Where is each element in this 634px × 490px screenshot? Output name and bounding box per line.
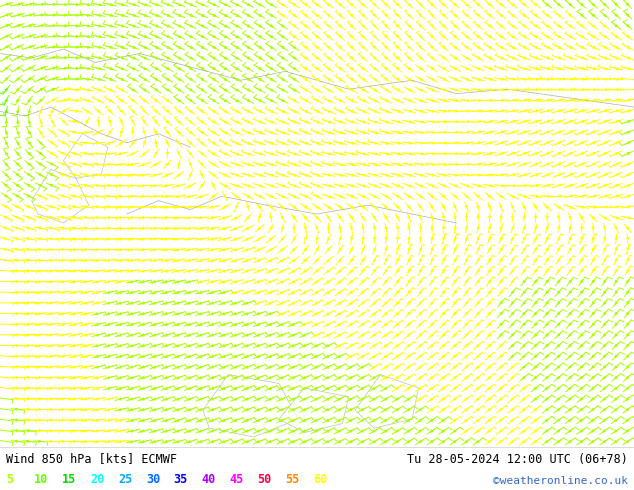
Polygon shape bbox=[279, 388, 349, 433]
Text: 50: 50 bbox=[257, 473, 271, 487]
Text: 40: 40 bbox=[202, 473, 216, 487]
Polygon shape bbox=[355, 374, 418, 428]
Text: Wind 850 hPa [kts] ECMWF: Wind 850 hPa [kts] ECMWF bbox=[6, 453, 178, 466]
Polygon shape bbox=[63, 134, 108, 178]
Text: Tu 28-05-2024 12:00 UTC (06+78): Tu 28-05-2024 12:00 UTC (06+78) bbox=[407, 453, 628, 466]
Text: 60: 60 bbox=[313, 473, 327, 487]
Text: 20: 20 bbox=[90, 473, 104, 487]
Text: ©weatheronline.co.uk: ©weatheronline.co.uk bbox=[493, 476, 628, 487]
Text: 5: 5 bbox=[6, 473, 13, 487]
Text: 45: 45 bbox=[230, 473, 243, 487]
Text: 55: 55 bbox=[285, 473, 299, 487]
Text: 30: 30 bbox=[146, 473, 160, 487]
Text: 35: 35 bbox=[174, 473, 188, 487]
Text: 25: 25 bbox=[118, 473, 132, 487]
Text: 10: 10 bbox=[34, 473, 48, 487]
Polygon shape bbox=[32, 170, 89, 223]
Polygon shape bbox=[203, 374, 298, 437]
Text: 15: 15 bbox=[62, 473, 76, 487]
